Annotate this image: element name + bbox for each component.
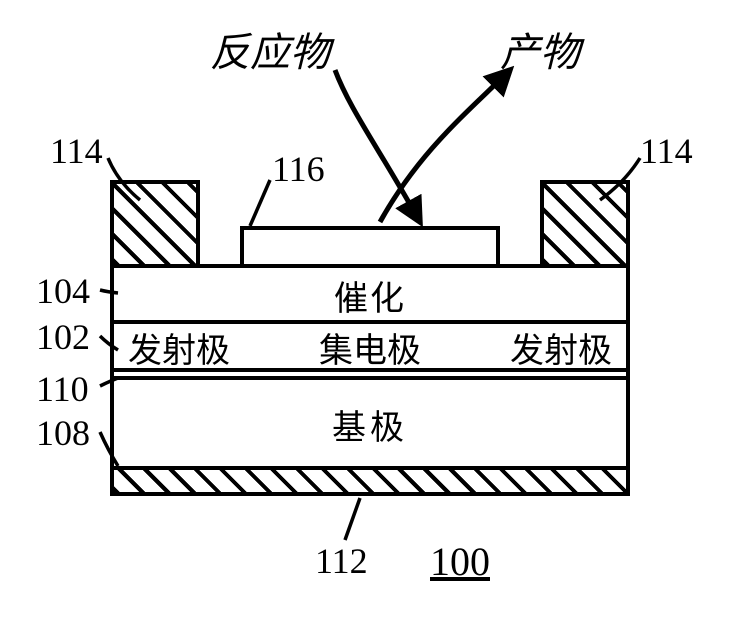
figure-number: 100 — [430, 538, 490, 585]
ref-102: 102 — [36, 316, 90, 358]
catalyst-layer: 催化 — [110, 264, 630, 326]
emitter-collector-layer: 发射极 集电极 发射极 — [110, 320, 630, 374]
ref-108: 108 — [36, 412, 90, 454]
contact-left — [110, 180, 200, 268]
ref-114-left: 114 — [50, 130, 103, 172]
emitter-right-text: 发射极 — [510, 323, 612, 372]
bottom-contact — [110, 466, 630, 496]
catalyst-text: 催化 — [334, 271, 406, 320]
top-row — [110, 180, 630, 268]
ref-112: 112 — [315, 540, 368, 582]
ref-104: 104 — [36, 270, 90, 312]
emitter-left-text: 发射极 — [128, 323, 230, 372]
reactants-label: 反应物 — [210, 20, 330, 78]
ref-110: 110 — [36, 368, 89, 410]
hatch-pattern — [114, 470, 626, 492]
hatch-pattern — [544, 184, 626, 264]
contact-right — [540, 180, 630, 268]
base-text: 基极 — [332, 400, 408, 449]
ref-114-right: 114 — [640, 130, 693, 172]
base-layer: 基极 — [110, 376, 630, 472]
catalyst-box — [240, 226, 500, 268]
collector-text: 集电极 — [319, 323, 421, 372]
hatch-pattern — [114, 184, 196, 264]
products-label: 产物 — [500, 20, 580, 78]
